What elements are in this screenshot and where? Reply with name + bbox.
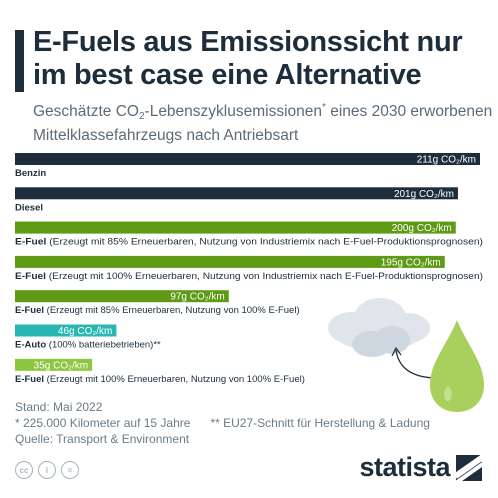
license-icons: cc i = (15, 461, 79, 479)
bar-category-label: E-Fuel (Erzeugt mit 85% Erneuerbaren, Nu… (15, 305, 300, 316)
subtitle-footnote-mark: * (322, 102, 326, 113)
footer-date: Stand: Mai 2022 (15, 400, 103, 414)
bar-value-label: 201g CO₂/km (394, 189, 454, 200)
bar (15, 324, 117, 337)
fuel-drop-highlight (444, 387, 452, 401)
fuel-drop-icon (430, 320, 484, 412)
bar-category-label: Benzin (15, 168, 46, 179)
subtitle-part-3: eines 2030 erworbenen Mittelklassefahrze… (33, 103, 493, 144)
footer-notes-row: * 225.000 Kilometer auf 15 Jahre ** EU27… (15, 415, 430, 431)
bar-category-label: E-Auto (100% batteriebetrieben)** (15, 340, 161, 351)
bar-value-label: 211g CO₂/km (417, 155, 476, 166)
title-accent-bar (15, 30, 24, 92)
equals-icon[interactable]: = (61, 461, 79, 479)
bar (15, 153, 480, 165)
bar-value-label: 46g CO₂/km (58, 326, 112, 337)
bar (15, 255, 445, 268)
footnote-2: ** EU27-Schnitt für Herstellung & Ladung (210, 416, 430, 430)
person-icon[interactable]: i (38, 461, 56, 479)
footnote-1: * 225.000 Kilometer auf 15 Jahre (15, 416, 191, 430)
bars-group: 211g CO₂/km Benzin 201g CO₂/km Diesel 200g C… (15, 153, 483, 385)
bar (15, 187, 458, 200)
bar-value-label: 97g CO₂/km (170, 292, 224, 303)
statista-mark-icon (456, 454, 482, 481)
bar-value-label: 195g CO₂/km (381, 257, 441, 268)
page-title: E-Fuels aus Emissionssicht nur im best c… (33, 26, 463, 91)
page-subtitle: Geschätzte CO2-Lebenszyklusemissionen* e… (33, 98, 493, 145)
bar-value-label: 200g CO₂/km (392, 223, 452, 234)
bar (15, 290, 229, 303)
arrow-head (391, 346, 402, 357)
bar (15, 358, 93, 371)
bar-category-label: E-Fuel (Erzeugt mit 85% Erneuerbaren, Nu… (15, 237, 483, 248)
cloud-illustration (328, 298, 430, 357)
cc-icon[interactable]: cc (15, 461, 33, 479)
statista-logo[interactable]: statista (359, 452, 482, 483)
bar-category-label: E-Fuel (Erzeugt mit 100% Erneuerbaren, N… (15, 271, 483, 282)
subtitle-subscript: 2 (138, 111, 145, 122)
bar (15, 221, 456, 234)
bar-category-label: Diesel (15, 202, 43, 213)
bar-category-label: E-Fuel (Erzeugt mit 100% Erneuerbaren, N… (15, 374, 305, 385)
footer-source: Quelle: Transport & Environment (15, 432, 190, 446)
brand-name: statista (359, 452, 450, 482)
subtitle-part-2: -Lebenszyklusemissionen (144, 103, 323, 120)
bar-value-label: 35g CO₂/km (34, 360, 88, 371)
subtitle-part-1: Geschätzte CO (33, 103, 139, 120)
footer-notes: Stand: Mai 2022 * 225.000 Kilometer auf … (15, 399, 430, 447)
